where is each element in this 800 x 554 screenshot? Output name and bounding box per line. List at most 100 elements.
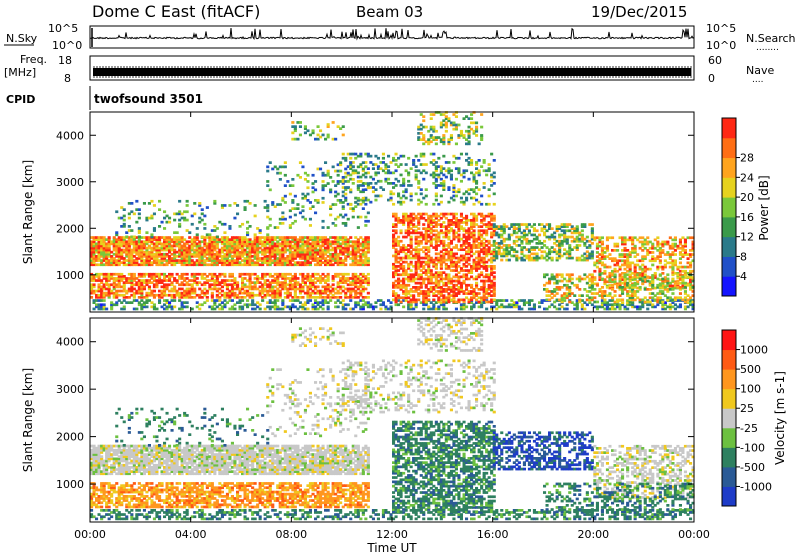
heatmap-cell (472, 294, 476, 297)
heatmap-cell (107, 279, 111, 282)
heatmap-cell (465, 269, 469, 272)
heatmap-cell (550, 233, 554, 237)
heatmap-cell (102, 296, 106, 299)
heatmap-cell (429, 301, 433, 304)
heatmap-cell (324, 299, 328, 302)
heatmap-cell (152, 296, 156, 299)
heatmap-cell (261, 299, 265, 302)
heatmap-cell (409, 214, 413, 218)
heatmap-cell (311, 255, 315, 258)
heatmap-cell (97, 250, 101, 254)
heatmap-cell (248, 244, 252, 248)
heatmap-cell (419, 283, 423, 287)
heatmap-cell (324, 238, 328, 241)
heatmap-cell (203, 293, 207, 297)
heatmap-cell (661, 242, 665, 246)
heatmap-cell (102, 238, 106, 241)
heatmap-cell (374, 301, 378, 304)
heatmap-cell (291, 303, 295, 307)
heatmap-cell (454, 283, 458, 287)
heatmap-cell (419, 273, 423, 277)
heatmap-cell (490, 290, 494, 293)
heatmap-cell (449, 219, 453, 222)
heatmap-cell (92, 242, 96, 246)
heatmap-cell (442, 225, 446, 228)
heatmap-cell (540, 254, 544, 258)
heatmap-cell (598, 253, 602, 256)
heatmap-cell (364, 261, 368, 264)
heatmap-cell (349, 240, 353, 244)
heatmap-cell (470, 221, 474, 224)
heatmap-cell (575, 239, 579, 243)
heatmap-cell (603, 263, 607, 267)
heatmap-cell (115, 283, 119, 287)
heatmap-cell (442, 246, 446, 249)
heatmap-cell (158, 299, 162, 302)
heatmap-cell (354, 272, 358, 276)
heatmap-cell (472, 252, 476, 256)
heatmap-cell (238, 252, 242, 256)
heatmap-cell (278, 257, 282, 260)
heatmap-cell (437, 275, 441, 279)
nsky-panel-frame (89, 25, 695, 49)
heatmap-cell (190, 244, 194, 248)
heatmap-cell (233, 283, 237, 287)
heatmap-cell (689, 236, 693, 240)
heatmap-cell (326, 246, 330, 250)
heatmap-cell (467, 258, 471, 262)
heatmap-cell (490, 305, 494, 309)
heatmap-cell (397, 252, 401, 256)
heatmap-cell (522, 237, 526, 241)
heatmap-cell (213, 242, 217, 246)
heatmap-cell (225, 257, 229, 260)
heatmap-cell (344, 263, 348, 267)
heatmap-cell (490, 214, 494, 218)
heatmap-cell (653, 259, 657, 263)
heatmap-cell (512, 223, 516, 226)
heatmap-cell (565, 250, 569, 254)
heatmap-cell (402, 265, 406, 268)
heatmap-cell (558, 233, 562, 237)
heatmap-cell (454, 275, 458, 279)
heatmap-cell (414, 298, 418, 302)
heatmap-cell (366, 303, 370, 307)
heatmap-cell (220, 242, 224, 246)
heatmap-cell (283, 305, 287, 309)
heatmap-cell (180, 277, 184, 280)
heatmap-cell (263, 261, 267, 264)
heatmap-cell (210, 250, 214, 254)
heatmap-cell (414, 267, 418, 270)
heatmap-cell (427, 250, 431, 254)
heatmap-cell (520, 256, 524, 260)
heatmap-cell (92, 238, 96, 241)
heatmap-cell (359, 202, 363, 206)
heatmap-cell (170, 283, 174, 287)
heatmap-cell (656, 249, 660, 252)
heatmap-cell (168, 248, 172, 252)
heatmap-cell (676, 282, 680, 286)
heatmap-cell (437, 281, 441, 285)
heatmap-cell (573, 239, 577, 243)
heatmap-cell (633, 265, 637, 269)
heatmap-cell (223, 293, 227, 297)
heatmap-cell (117, 261, 121, 264)
heatmap-cell (273, 285, 277, 289)
heatmap-cell (155, 283, 159, 287)
heatmap-cell (112, 287, 116, 291)
heatmap-cell (271, 289, 275, 293)
heatmap-cell (190, 263, 194, 267)
heatmap-cell (417, 267, 421, 270)
heatmap-cell (429, 288, 433, 291)
heatmap-cell (439, 229, 443, 233)
heatmap-cell (356, 279, 360, 282)
heatmap-cell (205, 242, 209, 246)
heatmap-cell (286, 255, 290, 258)
heatmap-cell (125, 259, 129, 262)
heatmap-cell (603, 307, 607, 311)
heatmap-cell (427, 279, 431, 283)
heatmap-cell (477, 273, 481, 277)
heatmap-cell (253, 246, 257, 250)
heatmap-cell (155, 279, 159, 282)
heatmap-cell (497, 246, 501, 249)
heatmap-cell (648, 280, 652, 284)
